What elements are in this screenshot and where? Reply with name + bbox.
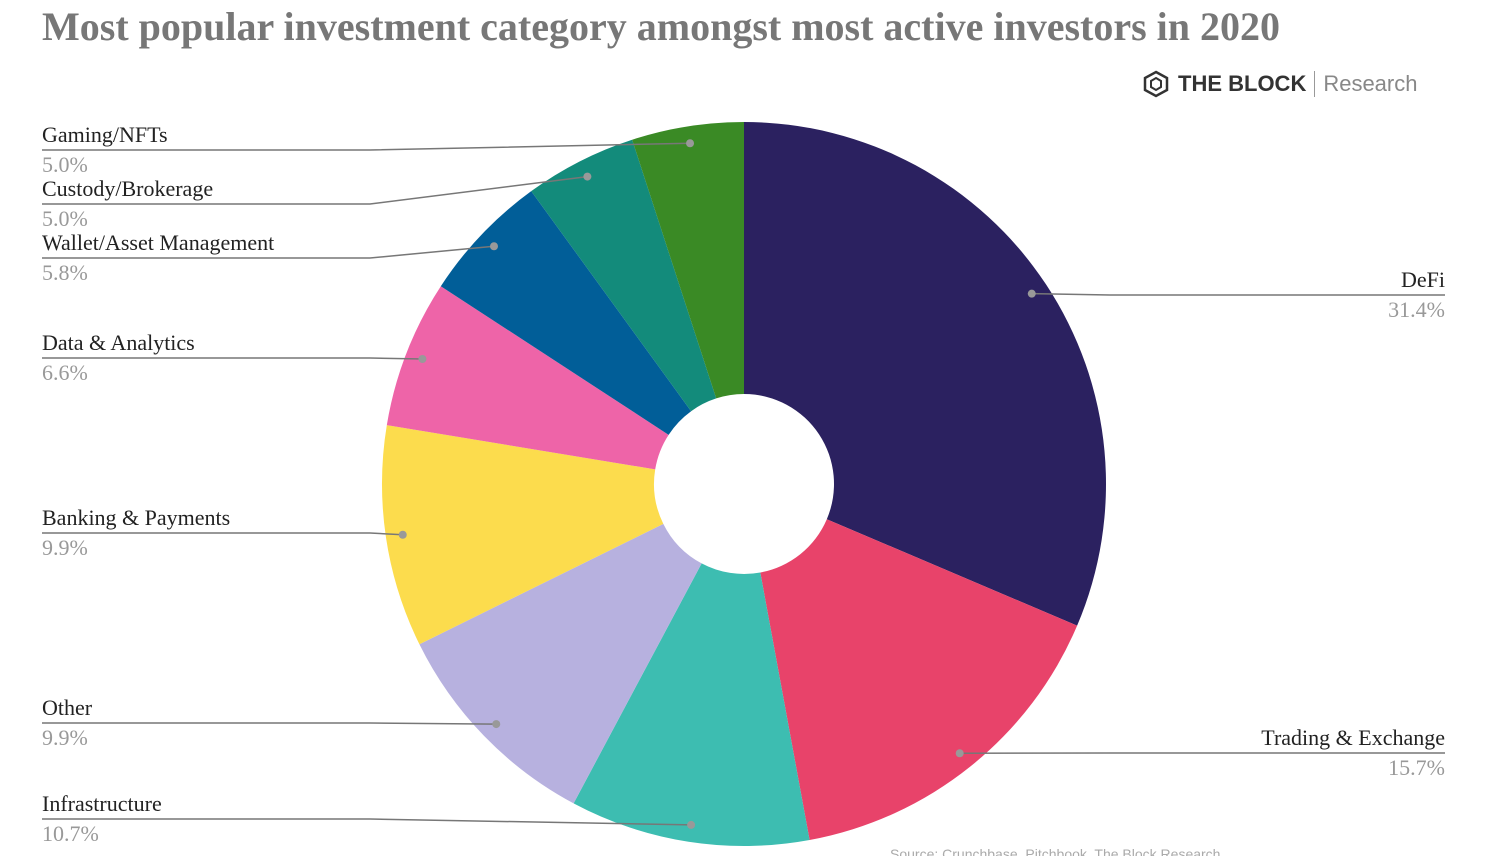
slice bbox=[744, 122, 1106, 626]
slice bbox=[531, 139, 717, 412]
value-label: 9.9% bbox=[42, 725, 88, 750]
slice bbox=[573, 563, 810, 846]
leader-dot bbox=[686, 139, 695, 148]
leader-line bbox=[1031, 292, 1445, 296]
leader-line bbox=[42, 245, 495, 259]
slice-label: Other bbox=[42, 695, 93, 720]
leader-dot bbox=[418, 355, 427, 364]
leader-dot bbox=[492, 720, 501, 729]
value-label: 9.9% bbox=[42, 535, 88, 560]
leader-line bbox=[42, 818, 692, 826]
brand-sub: Research bbox=[1314, 71, 1417, 97]
leader-line bbox=[42, 722, 497, 725]
leader-dot bbox=[955, 749, 964, 758]
slice-label: Wallet/Asset Management bbox=[42, 230, 274, 255]
value-label: 6.6% bbox=[42, 360, 88, 385]
leader-line bbox=[42, 142, 691, 151]
value-label: 5.0% bbox=[42, 206, 88, 231]
value-label: 15.7% bbox=[1388, 755, 1445, 780]
leader-line bbox=[42, 357, 423, 360]
source: Source: Crunchbase, Pitchbook, The Block… bbox=[890, 846, 1221, 856]
slice bbox=[419, 523, 702, 804]
slice-label: Data & Analytics bbox=[42, 330, 195, 355]
slice-label: Banking & Payments bbox=[42, 505, 230, 530]
leader-line bbox=[42, 175, 588, 205]
leader-line bbox=[42, 532, 403, 536]
brand-icon bbox=[1143, 70, 1169, 98]
value-label: 31.4% bbox=[1388, 297, 1445, 322]
slice bbox=[760, 519, 1078, 841]
value-label: 10.7% bbox=[42, 821, 99, 846]
leader-dot bbox=[687, 820, 696, 829]
slice bbox=[382, 425, 664, 645]
slice bbox=[386, 286, 669, 470]
leader-dot bbox=[398, 530, 407, 539]
slice bbox=[440, 191, 692, 435]
slice-label: Infrastructure bbox=[42, 791, 162, 816]
leader-dot bbox=[583, 172, 592, 181]
slice-label: Custody/Brokerage bbox=[42, 176, 213, 201]
brand: THE BLOCK Research bbox=[1142, 70, 1417, 98]
slice-label: Gaming/NFTs bbox=[42, 122, 168, 147]
slice bbox=[632, 122, 744, 399]
chart-title: Most popular investment category amongst… bbox=[42, 4, 1281, 49]
slice-label: Trading & Exchange bbox=[1261, 725, 1445, 750]
slice-label: DeFi bbox=[1401, 267, 1445, 292]
leader-dot bbox=[489, 242, 498, 251]
leader-dot bbox=[1027, 289, 1036, 298]
brand-name: THE BLOCK bbox=[1178, 71, 1307, 96]
value-label: 5.0% bbox=[42, 152, 88, 177]
value-label: 5.8% bbox=[42, 260, 88, 285]
